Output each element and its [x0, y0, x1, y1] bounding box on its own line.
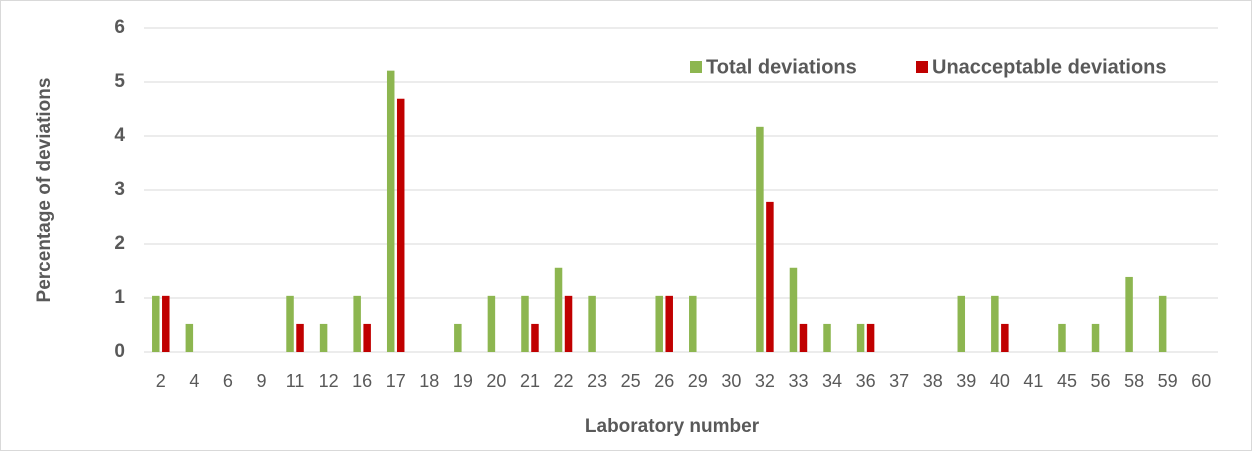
x-tick-label: 30	[721, 371, 741, 391]
x-axis-label: Laboratory number	[585, 416, 760, 437]
bar	[162, 295, 170, 352]
bar	[1001, 323, 1009, 352]
bar	[1125, 276, 1133, 352]
bar	[655, 295, 663, 352]
x-tick-label: 2	[156, 371, 166, 391]
x-tick-label: 4	[189, 371, 199, 391]
bar	[286, 295, 294, 352]
bar	[689, 295, 697, 352]
bar	[789, 267, 798, 352]
y-tick-label: 1	[114, 287, 125, 308]
x-tick-label: 58	[1124, 371, 1144, 391]
x-tick-label: 45	[1057, 371, 1077, 391]
bar	[957, 295, 966, 352]
bar	[1158, 295, 1167, 352]
x-tick-label: 19	[453, 371, 473, 391]
y-tick-label: 2	[114, 233, 125, 254]
x-tick-label: 23	[587, 371, 607, 391]
bar	[353, 295, 361, 352]
x-tick-label: 32	[755, 371, 775, 391]
bar	[454, 323, 462, 352]
legend-label: Unacceptable deviations	[932, 56, 1167, 78]
bar	[185, 323, 194, 352]
bar	[588, 295, 596, 352]
x-tick-label: 26	[654, 371, 674, 391]
x-tick-label: 6	[223, 371, 233, 391]
x-tick-label: 29	[688, 371, 708, 391]
y-tick-label: 6	[114, 17, 125, 38]
y-tick-label: 3	[114, 179, 125, 200]
bar	[296, 323, 304, 352]
legend-label: Total deviations	[706, 56, 857, 78]
x-tick-label: 18	[419, 371, 439, 391]
y-tick-label: 4	[114, 125, 125, 146]
bar	[799, 323, 808, 352]
x-tick-label: 25	[621, 371, 641, 391]
x-tick-label: 38	[923, 371, 943, 391]
bar	[487, 295, 496, 352]
bar	[554, 267, 563, 352]
x-tick-label: 56	[1091, 371, 1111, 391]
x-tick-label: 37	[889, 371, 909, 391]
x-tick-label: 36	[856, 371, 876, 391]
y-tick-label: 0	[114, 341, 125, 362]
bar	[564, 295, 573, 352]
bar	[866, 323, 875, 352]
bar	[856, 323, 865, 352]
x-tick-label: 12	[319, 371, 339, 391]
x-tick-label: 22	[554, 371, 574, 391]
x-tick-label: 16	[352, 371, 372, 391]
bar	[521, 295, 529, 352]
x-tick-label: 11	[286, 371, 305, 391]
x-tick-label: 34	[822, 371, 842, 391]
x-tick-label: 40	[990, 371, 1010, 391]
x-tick-label: 17	[386, 371, 406, 391]
y-tick-label: 5	[114, 71, 125, 92]
x-tick-label: 59	[1158, 371, 1178, 391]
x-tick-label: 21	[520, 371, 540, 391]
x-tick-label: 41	[1023, 371, 1043, 391]
bar	[386, 70, 395, 352]
bar	[363, 323, 371, 352]
x-tick-label: 20	[486, 371, 506, 391]
bar	[396, 98, 405, 353]
bar	[756, 126, 764, 352]
bar	[766, 201, 774, 352]
y-axis-label: Percentage of deviations	[34, 78, 55, 303]
legend-swatch	[690, 61, 702, 73]
bar	[665, 295, 673, 352]
bar	[531, 323, 539, 352]
bar	[991, 295, 999, 352]
bar	[1058, 323, 1066, 352]
bar	[823, 323, 831, 352]
x-tick-label: 60	[1191, 371, 1211, 391]
x-tick-label: 33	[788, 371, 808, 391]
x-tick-label: 9	[256, 371, 266, 391]
bar	[1091, 323, 1100, 352]
x-tick-label: 39	[956, 371, 976, 391]
legend-swatch	[916, 61, 928, 73]
bar	[152, 295, 160, 352]
bar	[319, 323, 328, 352]
